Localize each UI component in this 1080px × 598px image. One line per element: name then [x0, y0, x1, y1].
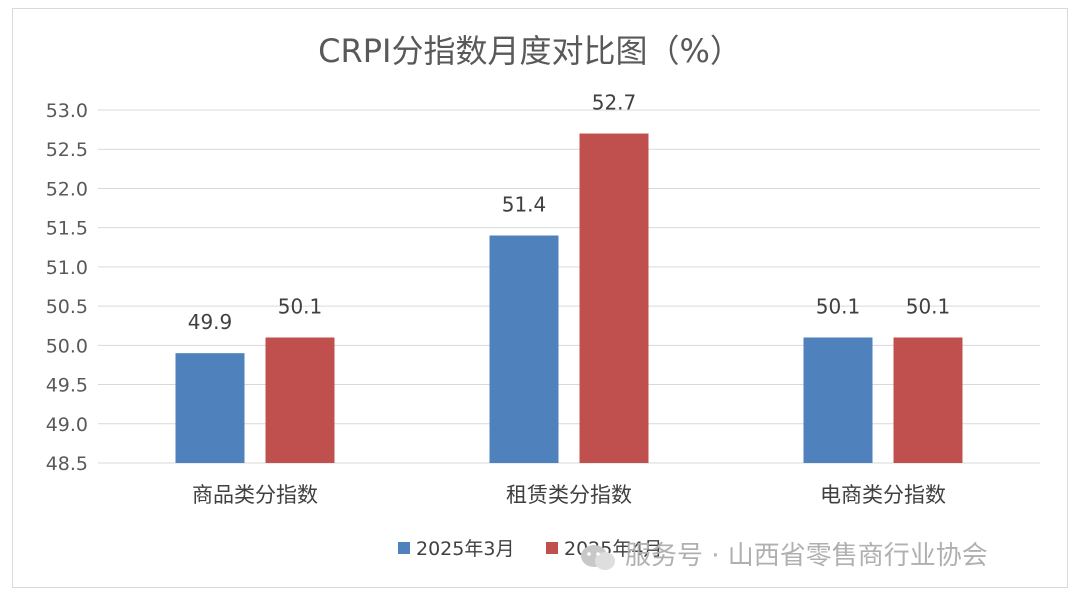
y-tick-label: 52.0 [46, 178, 88, 200]
bars [175, 133, 963, 464]
y-tick-label: 53.0 [46, 100, 88, 122]
y-tick-label: 52.5 [46, 139, 88, 161]
legend-label: 2025年3月 [416, 538, 514, 560]
chat-bubble-icon [581, 545, 615, 570]
grid-layer [98, 109, 1040, 464]
bar [265, 337, 335, 463]
y-tick-label: 51.5 [46, 218, 88, 240]
y-tick-label: 48.5 [46, 453, 88, 475]
x-category-label: 商品类分指数 [192, 483, 318, 507]
data-labels: 49.9 50.1 51.4 52.7 50.1 50.1 [188, 91, 951, 335]
bar [175, 353, 245, 463]
data-label: 50.1 [816, 294, 861, 318]
data-label: 49.9 [188, 310, 233, 334]
bar [579, 133, 649, 464]
legend: 2025年3月 2025年4月 [398, 538, 662, 560]
data-label: 51.4 [502, 193, 547, 217]
watermark-text: 服务号 · 山西省零售商行业协会 [625, 541, 988, 571]
legend-swatch [546, 542, 558, 554]
y-tick-label: 50.0 [46, 335, 88, 357]
y-tick-label: 49.0 [46, 414, 88, 436]
legend-swatch [398, 542, 410, 554]
y-tick-label: 50.5 [46, 296, 88, 318]
data-label: 52.7 [592, 91, 637, 115]
bar [893, 337, 963, 463]
watermark: 服务号 · 山西省零售商行业协会 [581, 541, 988, 571]
y-tick-label: 49.5 [46, 375, 88, 397]
y-tick-label: 51.0 [46, 257, 88, 279]
y-axis-ticks: 53.0 52.5 52.0 51.5 51.0 50.5 50.0 49.5 49.0 48.5 [46, 100, 88, 475]
x-category-label: 电商类分指数 [820, 483, 946, 507]
x-category-label: 租赁类分指数 [506, 483, 632, 507]
x-axis-categories: 商品类分指数 租赁类分指数 电商类分指数 [192, 483, 946, 507]
chart-title: CRPI分指数月度对比图（%） [318, 32, 742, 70]
data-label: 50.1 [906, 294, 951, 318]
bar [803, 337, 873, 463]
data-label: 50.1 [278, 294, 323, 318]
bar [489, 235, 559, 463]
